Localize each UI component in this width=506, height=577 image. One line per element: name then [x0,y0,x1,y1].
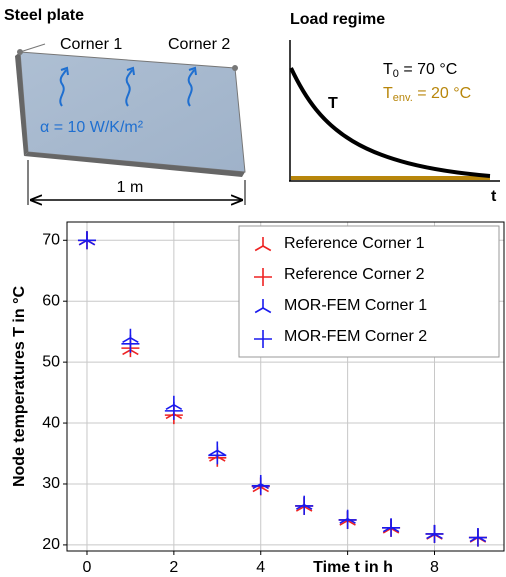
x-axis-label: Time t in h [313,559,393,576]
marker-stroke [254,307,264,314]
t0-label: T0 = 70 °C [383,61,457,80]
marker [121,334,140,353]
tenv-rest: = 20 °C [413,85,471,102]
y-tick-label: 60 [42,292,60,309]
marker [382,518,401,537]
corner2-label: Corner 2 [168,36,230,53]
marker [208,446,227,465]
t0-rest: = 70 °C [399,61,457,78]
y-tick-label: 50 [42,353,60,370]
marker-stroke [295,505,305,512]
y-tick-label: 70 [42,231,60,248]
plot-frame [66,221,505,552]
marker-stroke [165,404,175,410]
t0-sub: 0 [393,68,399,80]
tenv-symbol: T [383,85,393,102]
y-tick-label: 20 [42,536,60,553]
curve-label: T [328,95,338,112]
x-tick-label: 8 [430,559,439,576]
marker-stroke [122,349,131,356]
marker-stroke [209,449,218,456]
marker-stroke [130,337,139,343]
legend-label: MOR-FEM Corner 2 [284,328,427,345]
x-tick-label: 2 [169,559,178,576]
time-label: t [491,188,497,205]
leader [19,43,46,53]
y-tick-label: 40 [42,414,60,431]
marker-stroke [122,337,131,343]
x-axis-label-bg [310,559,396,577]
marker [164,401,183,420]
legend-label: MOR-FEM Corner 1 [284,297,427,314]
heat-arrows [59,66,197,107]
marker-stroke [262,245,272,252]
marker-stroke [347,519,356,526]
marker-stroke [130,349,139,356]
plate-edge [15,52,28,156]
tenv-label: Tenv. = 20 °C [383,85,471,104]
legend-label: Reference Corner 2 [284,266,425,283]
corner-dot [232,65,238,71]
marker-stroke [254,245,264,252]
width-label: 1 m [117,179,144,196]
marker-stroke [339,519,349,526]
marker [295,496,314,515]
marker-stroke [216,449,226,456]
y-tick-label: 30 [42,475,60,492]
t0-symbol: T [383,61,393,78]
marker-stroke [262,307,272,314]
legend-marker [254,299,272,314]
marker-stroke [303,505,313,512]
marker [468,528,487,547]
legend-box [238,225,500,358]
marker [251,476,270,495]
load-title: Load regime [290,11,385,28]
plate-title: Steel plate [4,7,84,24]
marker-stroke [260,486,269,493]
marker-stroke [252,486,262,493]
marker [338,510,357,529]
tenv-sub: env. [393,92,413,104]
marker [425,524,444,543]
decay-curve [289,67,491,178]
legend-marker [254,237,272,252]
marker-stroke [382,527,392,534]
legend-label: Reference Corner 1 [284,235,425,252]
legend-marker [254,330,272,348]
alpha-label: α = 10 W/K/m² [40,119,144,136]
corner1-label: Corner 1 [60,36,122,53]
marker-stroke [390,527,400,534]
legend-marker [254,268,272,286]
x-tick-label: 0 [83,559,92,576]
plate-edge [24,152,245,177]
marker-stroke [173,404,183,410]
x-tick-label: 4 [256,559,265,576]
marker [77,231,96,250]
y-axis-label: Node temperatures T in °C [11,286,28,488]
